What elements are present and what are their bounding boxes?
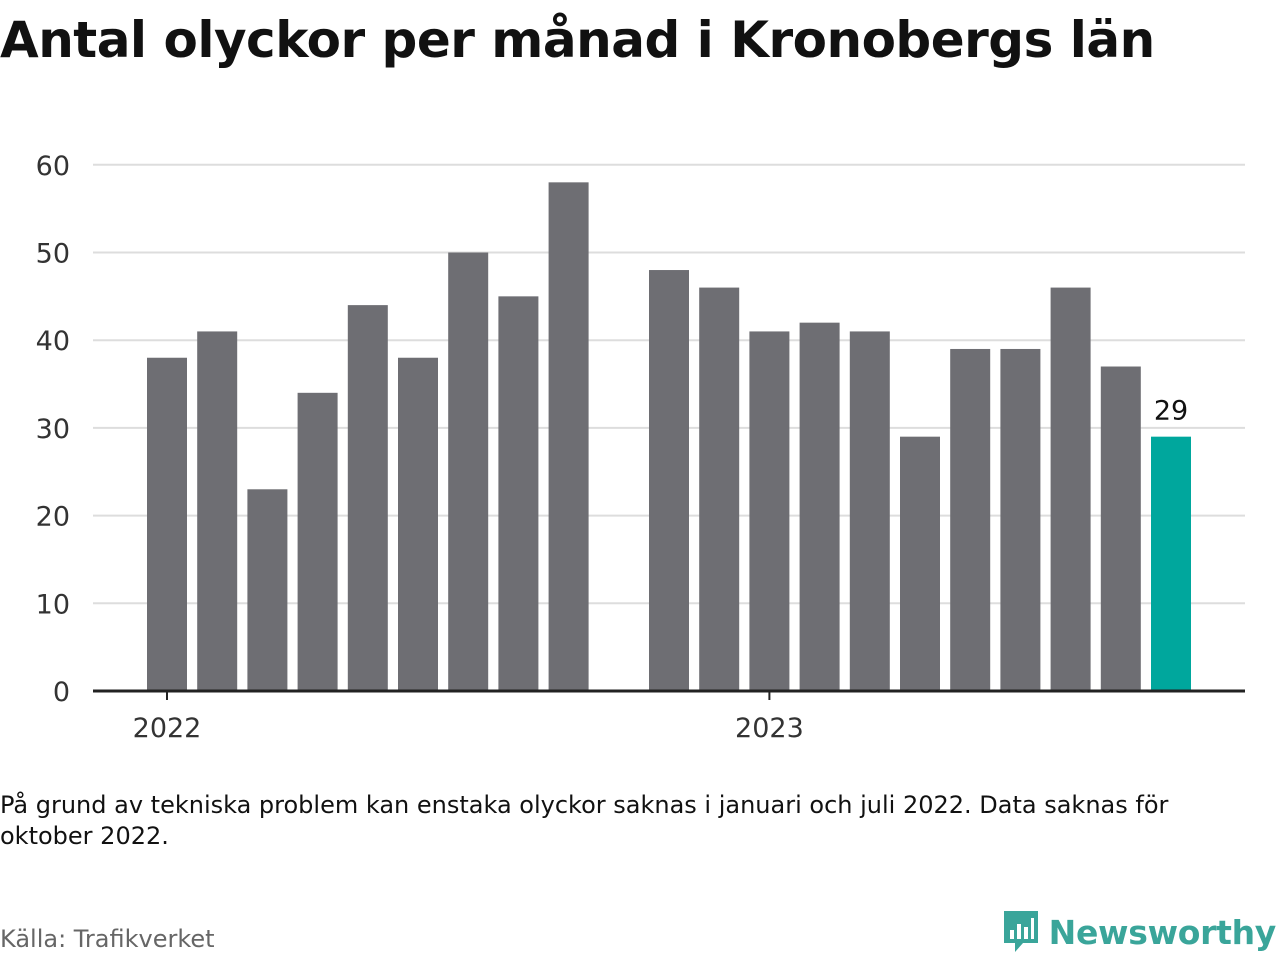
bar-2023-07 xyxy=(1050,287,1091,691)
bar-2022-09 xyxy=(548,182,589,691)
bar-2023-06 xyxy=(1000,348,1041,691)
source-text: Källa: Trafikverket xyxy=(0,925,215,953)
bar-2022-07 xyxy=(448,252,489,691)
bar-2022-05 xyxy=(347,305,388,691)
bar-2022-04 xyxy=(297,392,338,691)
brand-logo: Newsworthy xyxy=(1001,908,1276,956)
bar-2022-03 xyxy=(247,489,288,691)
bar-2023-05 xyxy=(950,348,991,691)
bar-2023-01 xyxy=(749,331,790,691)
y-tick-label: 60 xyxy=(36,151,70,182)
bar-2022-02 xyxy=(197,331,238,691)
y-tick-label: 0 xyxy=(53,677,70,708)
x-axis xyxy=(93,689,1245,700)
bar-2023-04 xyxy=(900,436,940,691)
bar-2023-09 xyxy=(1151,436,1191,691)
labels: 0 10 20 30 40 50 60 2022 2023 29 xyxy=(36,151,1189,744)
y-tick-label: 50 xyxy=(36,239,70,270)
bar-2022-08 xyxy=(498,296,539,691)
bar-2022-01 xyxy=(147,357,187,691)
y-tick-label: 30 xyxy=(36,414,70,445)
x-tick-label: 2023 xyxy=(735,713,804,744)
bar-2022-06 xyxy=(398,357,438,691)
bar-2023-03 xyxy=(849,331,890,691)
bar-2023-08 xyxy=(1100,366,1141,691)
bars xyxy=(147,182,1191,691)
y-tick-label: 20 xyxy=(36,502,70,533)
bar-chart: 0 10 20 30 40 50 60 2022 2023 29 xyxy=(36,151,1245,744)
chart-note: På grund av tekniska problem kan enstaka… xyxy=(0,791,1169,850)
y-tick-label: 10 xyxy=(36,589,70,620)
data-label-last: 29 xyxy=(1154,396,1188,427)
bar-2022-12 xyxy=(699,287,740,691)
bar-2022-11 xyxy=(649,270,689,691)
y-tick-label: 40 xyxy=(36,326,70,357)
newsworthy-logo-icon xyxy=(1003,911,1038,952)
chart-title: Antal olyckor per månad i Kronobergs län xyxy=(0,11,1155,69)
x-tick-label: 2022 xyxy=(133,713,202,744)
brand-name: Newsworthy xyxy=(1048,912,1277,952)
bar-2023-02 xyxy=(799,322,840,691)
